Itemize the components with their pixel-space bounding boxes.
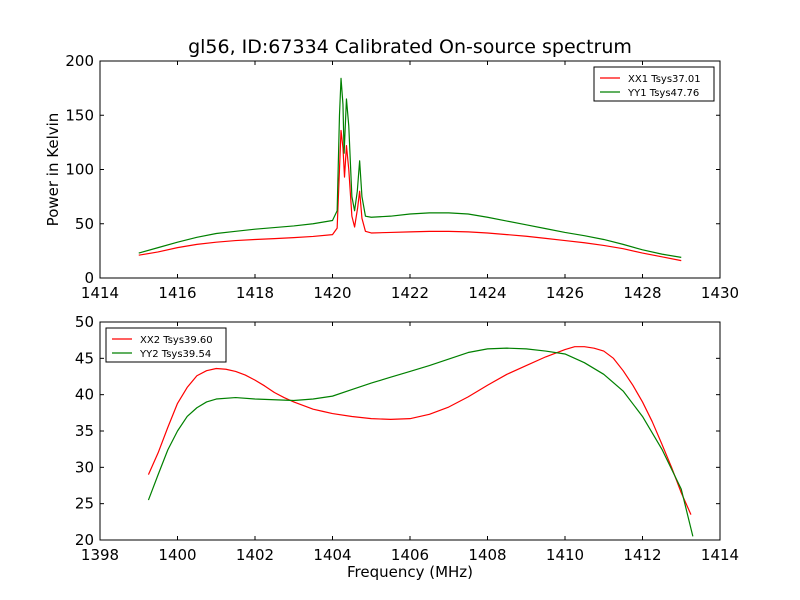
legend: XX1 Tsys37.01 YY1 Tsys47.76 bbox=[593, 66, 715, 102]
series-line-1 bbox=[147, 346, 692, 515]
legend-label: YY1 Tsys47.76 bbox=[627, 88, 699, 99]
legend-box bbox=[593, 66, 715, 102]
y-tick-label: 35 bbox=[75, 422, 94, 440]
x-tick-label: 1408 bbox=[468, 546, 506, 564]
y-tick-label: 50 bbox=[75, 313, 94, 331]
x-tick-label: 1416 bbox=[158, 284, 196, 302]
series-line-1 bbox=[138, 129, 682, 262]
axes-frame bbox=[99, 321, 721, 541]
y-axis-label: Power in Kelvin bbox=[44, 113, 62, 227]
x-tick-label: 1418 bbox=[236, 284, 274, 302]
y-tick-label: 45 bbox=[75, 349, 94, 367]
series-group bbox=[147, 346, 694, 537]
y-tick-label: 150 bbox=[65, 106, 94, 124]
legend-label: XX1 Tsys37.01 bbox=[628, 74, 701, 85]
x-tick-label: 1414 bbox=[701, 546, 739, 564]
x-tick-label: 1402 bbox=[236, 546, 274, 564]
x-tick-label: 1422 bbox=[391, 284, 429, 302]
y-tick-label: 30 bbox=[75, 458, 94, 476]
y-tick-label: 0 bbox=[84, 269, 94, 287]
legend-box bbox=[105, 327, 227, 363]
x-tick-label: 1398 bbox=[81, 546, 119, 564]
series-line-2 bbox=[147, 347, 694, 537]
x-axis-label: Frequency (MHz) bbox=[347, 563, 473, 581]
x-tick-label: 1410 bbox=[546, 546, 584, 564]
x-tick-label: 1406 bbox=[391, 546, 429, 564]
legend-label: XX2 Tsys39.60 bbox=[140, 335, 213, 346]
x-tick-label: 1412 bbox=[623, 546, 661, 564]
y-tick-label: 20 bbox=[75, 531, 94, 549]
x-tick-label: 1424 bbox=[468, 284, 506, 302]
legend: XX2 Tsys39.60 YY2 Tsys39.54 bbox=[105, 327, 227, 363]
axes-frame bbox=[99, 60, 721, 279]
x-tick-label: 1420 bbox=[313, 284, 351, 302]
y-tick-label: 25 bbox=[75, 495, 94, 513]
x-tick-label: 1414 bbox=[81, 284, 119, 302]
legend-label: YY2 Tsys39.54 bbox=[139, 349, 211, 360]
y-tick-label: 100 bbox=[65, 161, 94, 179]
chart-title: gl56, ID:67334 Calibrated On-source spec… bbox=[188, 36, 632, 58]
y-tick-label: 50 bbox=[75, 215, 94, 233]
x-tick-label: 1430 bbox=[701, 284, 739, 302]
series-line-2 bbox=[138, 77, 682, 258]
x-tick-label: 1428 bbox=[623, 284, 661, 302]
x-tick-label: 1426 bbox=[546, 284, 584, 302]
y-tick-label: 40 bbox=[75, 386, 94, 404]
series-group bbox=[138, 77, 682, 262]
x-tick-label: 1404 bbox=[313, 546, 351, 564]
y-tick-label: 200 bbox=[65, 52, 94, 70]
x-tick-label: 1400 bbox=[158, 546, 196, 564]
top-spectrum-panel: 1414 1416 1418 1420 1422 1424 1426 1428 1430 0 50 1… bbox=[44, 52, 739, 302]
bottom-spectrum-panel: 1398 1400 1402 1404 1406 1408 1410 1412 1414 20 25… bbox=[75, 313, 739, 581]
